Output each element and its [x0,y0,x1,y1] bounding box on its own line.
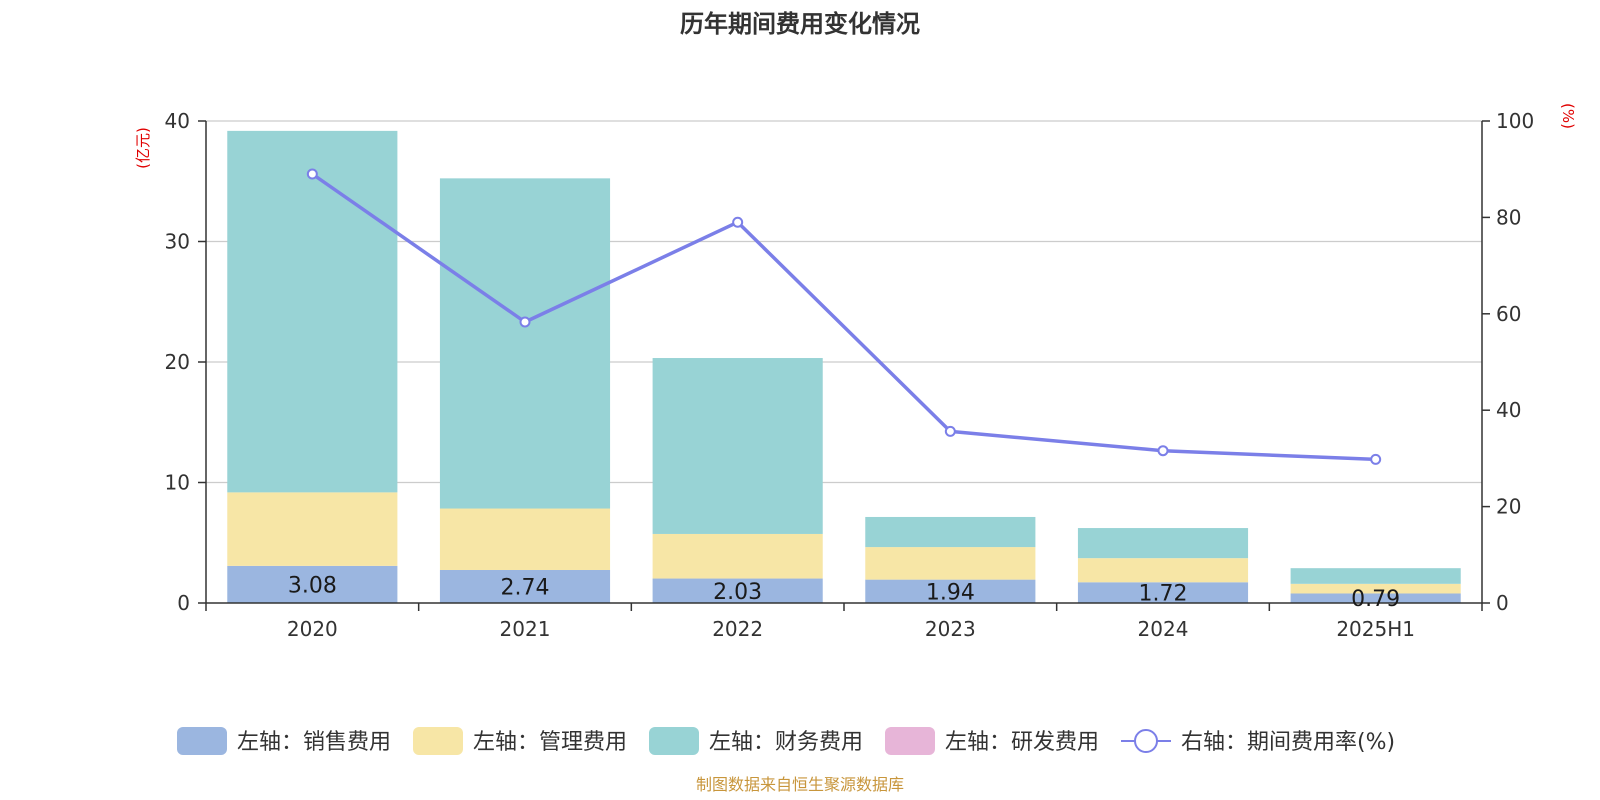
bar-segment [1077,528,1249,559]
line-series-path [311,172,1376,462]
bar-segment [865,547,1036,580]
bar-segment [1077,558,1249,583]
x-axis-tick-label: 2021 [500,617,551,641]
bar-data-label: 1.72 [1139,582,1188,607]
bar-segment [439,508,611,570]
bar-segment [439,178,611,509]
bar-data-label: 3.08 [288,573,337,598]
x-axis-tick-label: 2022 [712,617,763,641]
bar-segment [227,130,398,493]
right-axis-tick-label: 100 [1496,109,1534,133]
bar-segment [1290,583,1461,594]
x-axis-tick-label: 2025H1 [1336,617,1415,641]
right-axis-tick-label: 0 [1496,591,1509,615]
right-axis-tick-label: 60 [1496,302,1521,326]
bar-segment [652,358,823,534]
bar-series [227,130,1461,603]
bar-segment [227,565,398,603]
bar-data-label: 0.79 [1351,587,1400,612]
legend-swatch-marker [1134,729,1158,753]
left-axis-tick-label: 30 [165,230,190,254]
line-point [1157,445,1169,457]
source-note: 制图数据来自恒生聚源数据库 [696,775,904,794]
legend-label: 右轴：期间费用率(%) [1181,730,1395,755]
axes: 0 10 20 30 40 0 20 40 60 80 100 2020 2021 2022 2023 202… [165,109,1535,641]
legend-swatch [649,727,699,755]
left-axis-tick-label: 40 [165,109,190,133]
bar-segment [1077,582,1249,603]
bar-segment [1290,568,1461,584]
legend-swatch [413,727,463,755]
legend-swatch [885,727,935,755]
left-axis-unit: (亿元) [134,127,152,169]
data-labels: 3.08 2.74 2.03 1.94 1.72 0.79 [288,573,1400,612]
line-point [519,316,531,328]
legend-label: 左轴：管理费用 [473,730,627,755]
bar-segment [439,569,611,603]
legend-label: 左轴：研发费用 [945,730,1099,755]
bar-data-label: 1.94 [926,580,975,605]
left-axis-tick-label: 20 [165,350,190,374]
right-axis-tick-label: 40 [1496,398,1521,422]
legend-label: 左轴：财务费用 [709,730,863,755]
bar-segment [652,578,823,603]
bar-segment [865,516,1036,548]
bar-segment [865,579,1036,603]
right-axis-tick-label: 80 [1496,205,1521,229]
line-point [1370,453,1382,465]
left-axis-tick-label: 10 [165,471,190,495]
bar-data-label: 2.74 [501,575,550,600]
line-series [306,168,1382,465]
line-point [306,168,318,180]
legend-label: 左轴：销售费用 [237,730,391,755]
bar-data-label: 2.03 [713,580,762,605]
right-axis-tick-label: 20 [1496,495,1521,519]
x-axis-tick-label: 2023 [925,617,976,641]
line-point [944,425,956,437]
grid-lines [206,120,1482,484]
x-axis-tick-label: 2024 [1138,617,1189,641]
legend-swatch [177,727,227,755]
right-axis-unit: (%) [1559,103,1577,129]
bar-segment [1290,593,1461,603]
chart-title: 历年期间费用变化情况 [680,10,920,38]
bar-segment [652,533,823,579]
left-axis-tick-label: 0 [177,591,190,615]
legend: 左轴：销售费用 左轴：管理费用 左轴：财务费用 左轴：研发费用 右轴：期间费用率(%) [177,727,1395,755]
x-axis-tick-label: 2020 [287,617,338,641]
line-point [732,216,744,228]
bar-segment [227,492,398,566]
